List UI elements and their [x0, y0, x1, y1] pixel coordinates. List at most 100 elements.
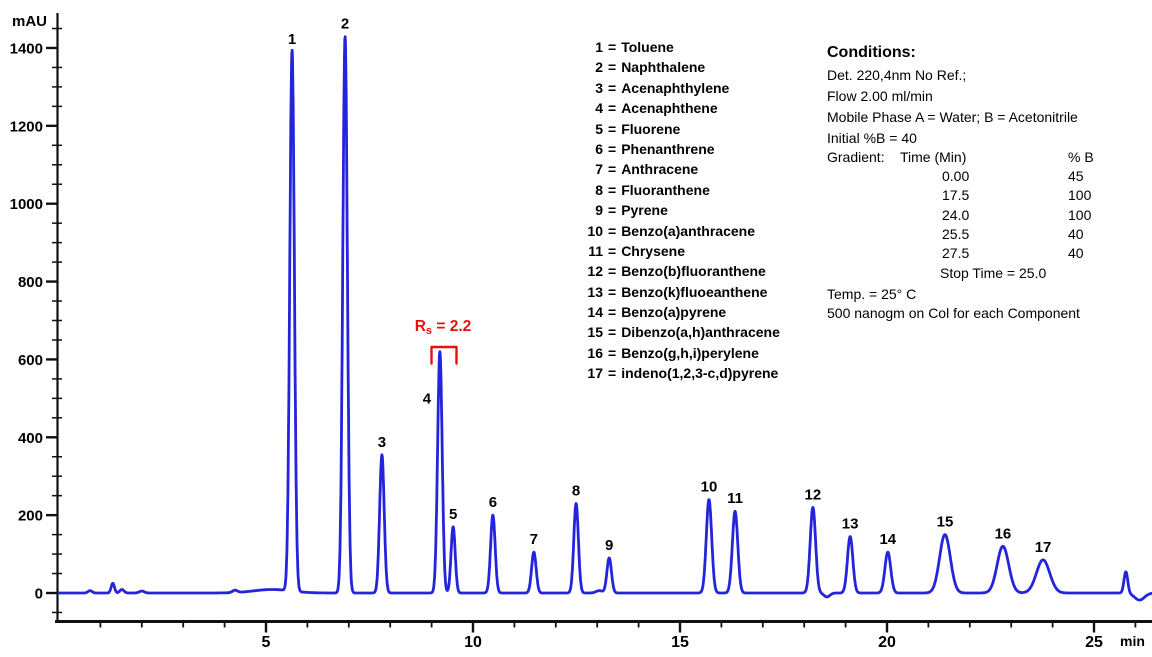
legend-compound-name: Naphthalene: [621, 59, 706, 76]
rs-label: Rs = 2.2: [415, 318, 472, 337]
legend-peak-number: 3: [595, 79, 603, 96]
legend-peak-number: 13: [587, 283, 603, 300]
gradient-label: Gradient:: [827, 149, 885, 165]
legend-item: 13 = Benzo(k)fluoeanthene: [570, 282, 780, 302]
gradient-b-header: % B: [1068, 149, 1094, 165]
y-tick-label: 1400: [10, 40, 43, 57]
y-tick-label: 800: [18, 274, 43, 291]
gradient-b-value: 45: [1068, 168, 1084, 184]
legend-item: 2 = Naphthalene: [570, 57, 780, 77]
legend-separator: =: [608, 263, 617, 280]
legend-item: 5 = Fluorene: [570, 119, 780, 139]
legend-item: 6 = Phenanthrene: [570, 139, 780, 159]
legend-item: 7 = Anthracene: [570, 159, 780, 179]
legend-compound-name: Benzo(k)fluoeanthene: [621, 283, 768, 300]
y-tick-label: 0: [35, 586, 43, 603]
gradient-time-value: 0.00: [942, 168, 970, 184]
legend-separator: =: [608, 39, 617, 55]
y-tick-label: 1200: [10, 118, 43, 135]
peak-label: 7: [530, 531, 538, 548]
gradient-time-value: 25.5: [942, 226, 970, 242]
legend-peak-number: 17: [587, 365, 603, 382]
legend-separator: =: [608, 120, 617, 137]
legend-separator: =: [608, 140, 617, 157]
legend-item: 1 = Toluene: [570, 37, 780, 57]
temperature-line: Temp. = 25° C: [827, 286, 917, 302]
peak-label: 14: [879, 531, 896, 548]
legend-peak-number: 14: [587, 304, 603, 321]
legend-separator: =: [608, 222, 617, 239]
legend-separator: =: [608, 79, 617, 96]
peak-label: 15: [937, 514, 954, 531]
legend-peak-number: 9: [595, 202, 603, 219]
peak-label: 8: [572, 482, 580, 499]
y-tick-label: 200: [18, 508, 43, 525]
legend-compound-name: Dibenzo(a,h)anthracene: [621, 324, 780, 341]
legend-peak-number: 6: [595, 140, 603, 157]
legend-peak-number: 4: [595, 100, 603, 117]
x-tick-label: 25: [1085, 634, 1103, 651]
peak-label: 9: [605, 537, 613, 554]
legend-compound-name: Benzo(a)pyrene: [621, 304, 727, 321]
peak-label: 12: [805, 486, 822, 503]
legend-compound-name: Anthracene: [621, 161, 699, 178]
legend-separator: =: [608, 365, 617, 382]
legend-peak-number: 2: [595, 59, 603, 76]
legend-item: 8 = Fluoranthene: [570, 180, 780, 200]
peak-label: 2: [341, 15, 349, 32]
gradient-time-value: 24.0: [942, 207, 970, 223]
conditions-line: Det. 220,4nm No Ref.;: [827, 67, 967, 83]
legend-separator: =: [608, 161, 617, 178]
resolution-annotation: Rs = 2.2: [415, 318, 472, 365]
gradient-header: Gradient:: [827, 149, 885, 165]
legend-item: 12 = Benzo(b)fluoranthene: [570, 261, 780, 281]
peak-label: 1: [288, 31, 296, 48]
amount-line: 500 nanogm on Col for each Component: [827, 305, 1080, 321]
y-tick-label: 1000: [10, 196, 43, 213]
y-tick-label: 400: [18, 430, 43, 447]
legend-peak-number: 16: [587, 344, 603, 361]
legend-compound-name: Toluene: [621, 39, 674, 55]
gradient-time-value: 27.5: [942, 245, 970, 261]
legend-separator: =: [608, 324, 617, 341]
peak-label: 17: [1035, 539, 1052, 556]
legend-separator: =: [608, 344, 617, 361]
peak-label: 11: [727, 490, 743, 507]
legend-compound-name: Phenanthrene: [621, 140, 715, 157]
peak-label: 13: [842, 516, 859, 533]
legend-compound-name: Fluoranthene: [621, 181, 710, 198]
gradient-time-value: 17.5: [942, 187, 970, 203]
legend-peak-number: 1: [595, 39, 603, 55]
peak-label: 6: [489, 494, 497, 511]
legend-peak-number: 7: [595, 161, 603, 178]
legend-separator: =: [608, 202, 617, 219]
conditions-line: Flow 2.00 ml/min: [827, 88, 933, 104]
gradient-b-value: 100: [1068, 187, 1092, 203]
conditions-line: Mobile Phase A = Water; B = Acetonitrile: [827, 109, 1078, 125]
conditions-title: Conditions:: [827, 44, 916, 61]
x-tick-label: 20: [878, 634, 896, 651]
legend-peak-number: 12: [587, 263, 603, 280]
legend-item: 17 = indeno(1,2,3-c,d)pyrene: [570, 363, 780, 383]
legend-separator: =: [608, 242, 617, 259]
legend-compound-name: Acenaphthene: [621, 100, 718, 117]
legend-peak-number: 8: [595, 181, 603, 198]
legend-separator: =: [608, 283, 617, 300]
legend-peak-number: 15: [587, 324, 603, 341]
legend-compound-name: Chrysene: [621, 242, 685, 259]
legend-item: 10 = Benzo(a)anthracene: [570, 221, 780, 241]
peak-label: 3: [378, 434, 386, 451]
chromatogram-trace: [57, 35, 1152, 602]
legend-item: 11 = Chrysene: [570, 241, 780, 261]
gradient-time-header: Time (Min): [900, 149, 967, 165]
y-tick-label: 600: [18, 352, 43, 369]
rs-bracket: [430, 345, 458, 365]
peak-label: 10: [701, 479, 718, 496]
legend-separator: =: [608, 181, 617, 198]
legend-separator: =: [608, 59, 617, 76]
peak-legend: 1 = Toluene 2 = Naphthalene 3 = Acenaphthylene 4 =…: [570, 37, 780, 384]
x-tick-label: 10: [464, 634, 482, 651]
legend-peak-number: 10: [587, 222, 603, 239]
gradient-stop-time: Stop Time = 25.0: [940, 265, 1047, 281]
